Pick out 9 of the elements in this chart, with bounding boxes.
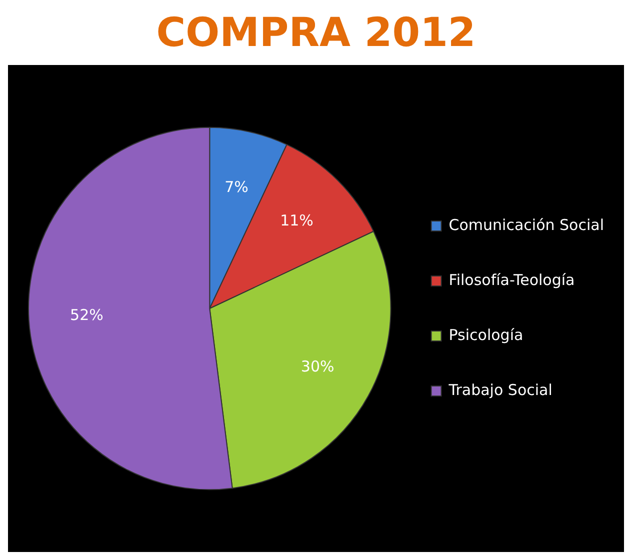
data-label: 30% (300, 358, 334, 376)
legend-label: Comunicación Social (448, 216, 604, 234)
data-label: 11% (280, 211, 314, 230)
legend-label: Trabajo Social (448, 380, 552, 399)
data-label: 7% (224, 178, 248, 196)
legend-label: Psicología (448, 326, 524, 344)
chart-title: COMPRA 2012 (155, 9, 477, 58)
data-label: 52% (70, 306, 104, 324)
legend-label: Filosofía-Teología (448, 270, 575, 289)
